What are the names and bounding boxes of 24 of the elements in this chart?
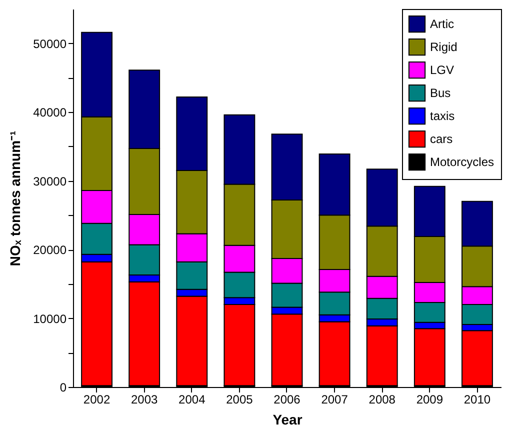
y-tick-label: 30000 <box>33 174 67 188</box>
x-axis-title: Year <box>272 412 303 428</box>
x-tick-label: 2010 <box>464 392 491 406</box>
legend-label: LGV <box>430 63 454 77</box>
x-tick-label: 2004 <box>178 392 206 406</box>
y-axis-title: NOₓ tonnes annum⁻¹ <box>7 130 24 266</box>
x-tick-label: 2009 <box>416 392 444 406</box>
y-tick-label: 40000 <box>33 106 67 120</box>
x-tick-label: 2005 <box>226 392 254 406</box>
y-tick-label: 0 <box>60 380 67 394</box>
y-tick-label: 10000 <box>33 312 67 326</box>
x-tick-label: 2007 <box>321 392 348 406</box>
y-tick-label: 50000 <box>33 36 67 51</box>
legend-label: cars <box>430 132 453 146</box>
legend-label: Motorcycles <box>430 155 494 169</box>
legend-label: Artic <box>430 17 454 31</box>
x-tick-label: 2006 <box>274 392 301 406</box>
legend-label: Rigid <box>430 40 458 54</box>
x-tick-label: 2008 <box>368 392 396 406</box>
x-tick-label: 2002 <box>83 392 110 406</box>
legend-label: Bus <box>430 86 451 100</box>
y-tick-label: 20000 <box>33 243 67 258</box>
legend-label: taxis <box>430 109 455 123</box>
x-tick-label: 2003 <box>130 392 158 406</box>
